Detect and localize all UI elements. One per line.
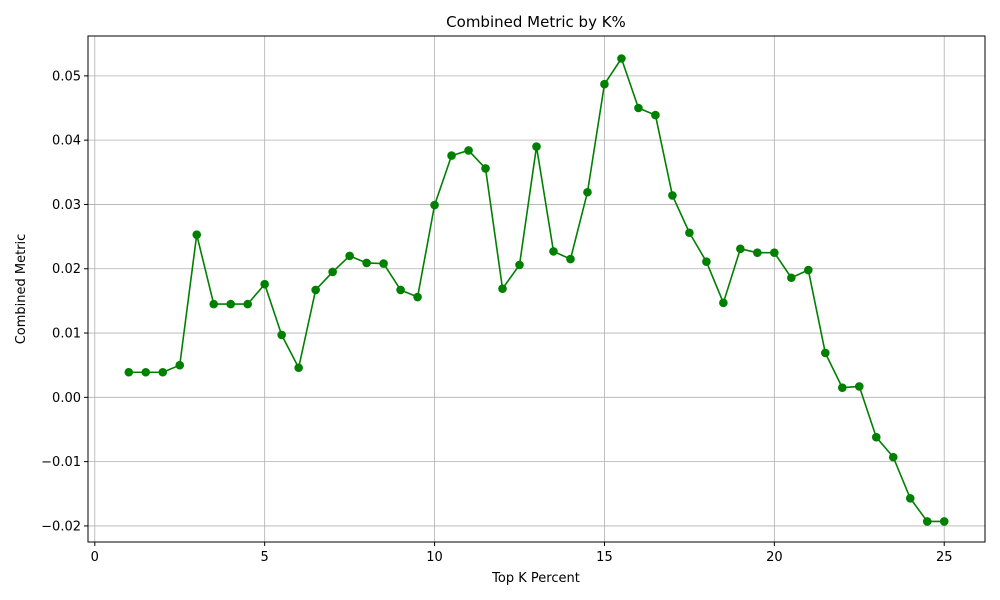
data-point [464, 146, 473, 155]
data-point [294, 363, 303, 373]
data-point [396, 285, 405, 295]
data-point [260, 279, 269, 289]
data-point [770, 248, 779, 257]
data-point [311, 285, 320, 295]
data-point [175, 360, 185, 370]
data-point [158, 367, 168, 377]
data-point [141, 367, 151, 377]
data-point [413, 292, 422, 302]
data-point [888, 452, 898, 462]
data-point [838, 383, 847, 392]
data-point [871, 432, 881, 442]
y-axis-label: Combined Metric [14, 234, 29, 345]
data-point [821, 348, 830, 358]
chart-title: Combined Metric by K% [446, 13, 626, 31]
data-point [447, 151, 456, 160]
grid [88, 36, 985, 542]
x-tick-label: 25 [936, 550, 953, 565]
data-point [600, 79, 609, 89]
data-point [685, 228, 694, 238]
y-tick-label: −0.02 [41, 519, 81, 534]
data-point [922, 517, 932, 526]
data-point [532, 142, 541, 151]
data-point [668, 191, 677, 200]
data-point [345, 251, 354, 261]
y-tick-label: 0.04 [52, 134, 81, 149]
x-tick-label: 5 [261, 550, 269, 565]
data-point [583, 187, 592, 197]
data-point [939, 517, 949, 526]
data-point [515, 260, 524, 270]
y-tick-label: 0.05 [52, 69, 81, 84]
data-point [362, 258, 371, 268]
data-point [736, 244, 745, 254]
data-point [719, 298, 728, 308]
data-point [753, 248, 762, 257]
data-point [702, 257, 711, 266]
data-point [430, 200, 439, 210]
data-point [328, 267, 337, 277]
y-tick-label: 0.00 [52, 391, 81, 406]
data-point [905, 493, 915, 503]
x-axis-label: Top K Percent [491, 571, 580, 586]
data-point [379, 259, 388, 268]
data-point [617, 54, 626, 63]
x-axis-ticks: 0 5 10 15 20 25 [91, 542, 953, 565]
x-tick-label: 0 [91, 550, 99, 565]
series-line [128, 57, 945, 523]
data-point [787, 273, 796, 283]
y-tick-label: 0.03 [52, 198, 81, 213]
data-point [634, 103, 643, 113]
x-tick-label: 10 [426, 550, 443, 565]
data-point [804, 265, 813, 275]
data-point [243, 299, 252, 309]
data-point [651, 110, 660, 120]
data-point [226, 299, 235, 309]
data-point [209, 299, 219, 309]
data-points [124, 54, 949, 526]
y-tick-label: −0.01 [41, 455, 81, 470]
data-point [854, 382, 864, 391]
y-tick-label: 0.02 [52, 262, 81, 277]
data-point [277, 330, 286, 340]
y-tick-label: 0.01 [52, 327, 81, 342]
data-point [124, 367, 134, 377]
x-tick-label: 15 [596, 550, 613, 565]
series-line-group [128, 57, 945, 523]
data-point [549, 247, 558, 256]
y-axis-ticks: −0.02 −0.01 0.00 0.01 0.02 0.03 0.04 0.05 [41, 69, 88, 534]
data-point [481, 164, 490, 173]
x-tick-label: 20 [766, 550, 783, 565]
data-point [566, 254, 575, 264]
data-point [192, 230, 202, 239]
data-point [498, 284, 507, 293]
plot-frame [87, 35, 986, 543]
